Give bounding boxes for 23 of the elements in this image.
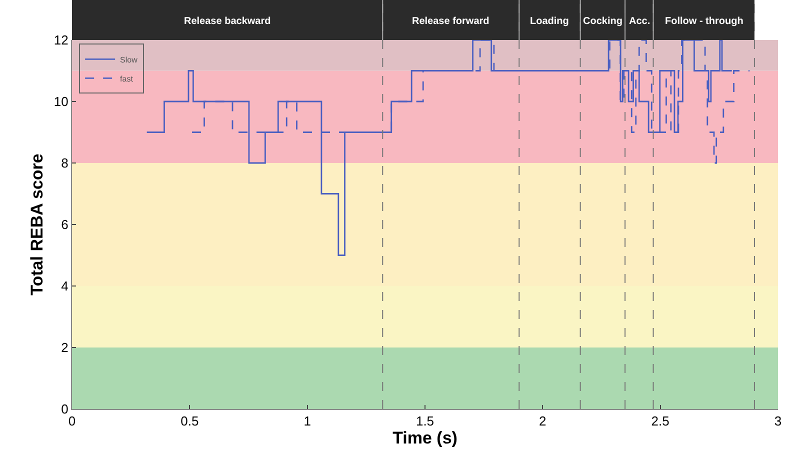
- x-tick-label: 1: [304, 414, 311, 429]
- y-tick-label: 8: [61, 156, 68, 171]
- text: Release forward: [412, 16, 490, 27]
- legend-label: Slow: [120, 55, 138, 64]
- y-axis-title: Total REBA score: [27, 154, 46, 296]
- legend-label: fast: [120, 74, 134, 84]
- x-tick-label: 2: [539, 414, 546, 429]
- x-axis-title: Time (s): [392, 428, 458, 448]
- text: Loading: [530, 16, 569, 27]
- x-tick-label: 3: [774, 414, 782, 429]
- text: Follow - through: [665, 16, 744, 27]
- y-tick-label: 10: [54, 94, 68, 110]
- x-tick-label: 0.5: [180, 414, 199, 429]
- y-tick-label: 4: [61, 278, 68, 294]
- y-tick-label: 12: [54, 32, 68, 48]
- text: Acc.: [629, 16, 650, 27]
- y-tick-label: 6: [61, 217, 68, 232]
- x-tick-label: 1.5: [416, 414, 434, 429]
- x-tick-label: 2.5: [651, 414, 670, 429]
- y-tick-label: 2: [61, 340, 68, 356]
- text: Release backward: [184, 16, 271, 27]
- y-tick-label: 0: [61, 402, 68, 417]
- text: Cocking: [583, 16, 622, 27]
